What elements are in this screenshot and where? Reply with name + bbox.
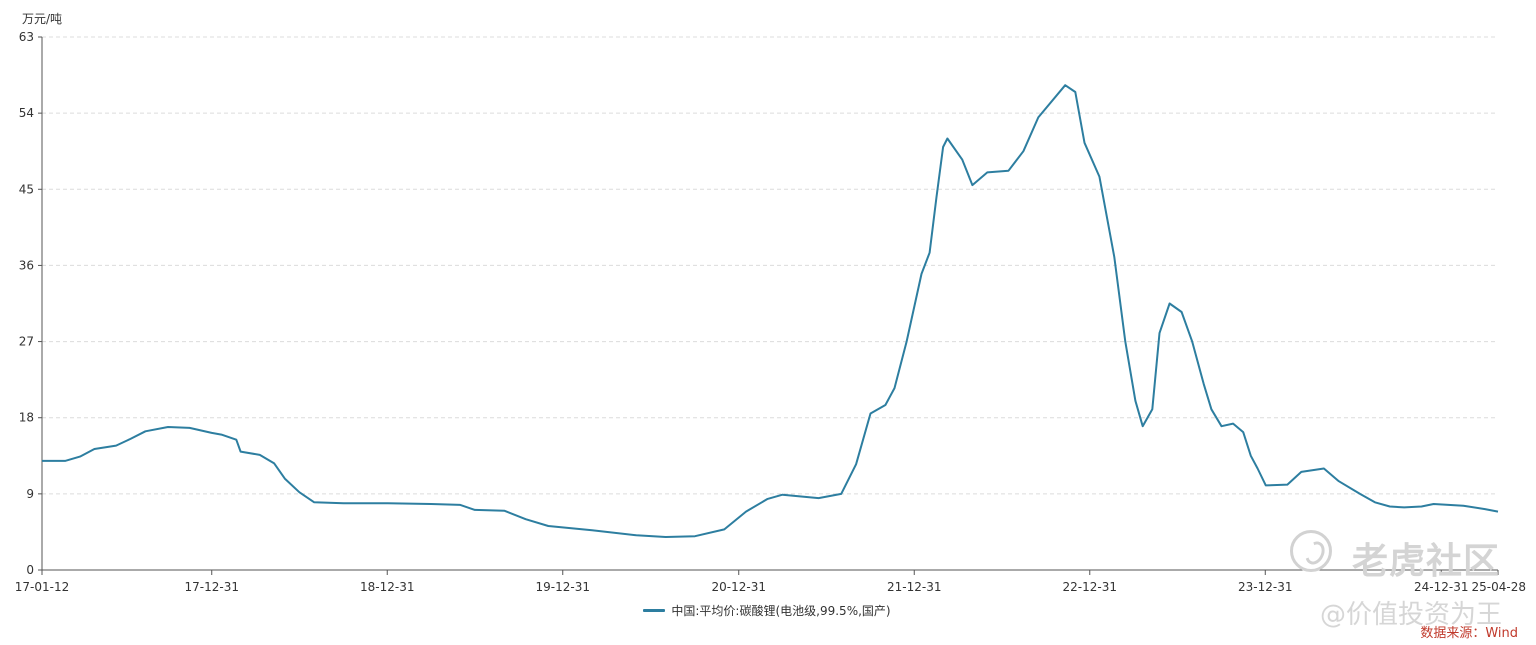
y-tick-label: 36 — [19, 258, 34, 272]
x-tick-label: 19-12-31 — [536, 580, 590, 594]
tiger-logo-icon — [1290, 530, 1332, 572]
y-tick-label: 27 — [19, 335, 34, 349]
x-tick-label: 20-12-31 — [712, 580, 766, 594]
legend-swatch — [643, 609, 666, 612]
x-tick-label: 23-12-31 — [1238, 580, 1292, 594]
x-tick-label: 22-12-31 — [1063, 580, 1117, 594]
y-axis-ticks: 0 9 18 27 36 45 54 63 — [19, 30, 42, 577]
x-tick-label: 21-12-31 — [887, 580, 941, 594]
x-tick-label: 17-12-31 — [185, 580, 239, 594]
grid-lines — [42, 36, 1498, 495]
y-tick-label: 9 — [26, 487, 34, 501]
x-tick-label: 24-12-31 — [1414, 580, 1468, 594]
x-tick-label: 25-04-28 — [1472, 580, 1526, 594]
axes — [41, 37, 1498, 571]
legend[interactable]: 中国:平均价:碳酸锂(电池级,99.5%,国产) — [0, 601, 1536, 619]
y-tick-label: 45 — [19, 182, 34, 196]
y-axis-unit-label: 万元/吨 — [22, 12, 63, 26]
watermark-handle: @价值投资为王 — [1320, 600, 1503, 630]
y-tick-label: 54 — [19, 106, 34, 120]
series-line — [42, 84, 1499, 538]
watermark-brand: 老虎社区 — [1352, 541, 1501, 582]
series-lines — [42, 84, 1499, 538]
x-axis-ticks: 17-01-12 17-12-31 18-12-31 19-12-31 20-12-31… — [15, 570, 1526, 594]
x-tick-label: 18-12-31 — [360, 580, 414, 594]
y-tick-label: 18 — [19, 411, 34, 425]
y-tick-label: 0 — [26, 563, 34, 577]
x-tick-label: 17-01-12 — [15, 580, 69, 594]
data-source: 数据来源：Wind — [1420, 626, 1518, 641]
y-tick-label: 63 — [19, 30, 34, 44]
legend-label: 中国:平均价:碳酸锂(电池级,99.5%,国产) — [671, 604, 891, 618]
